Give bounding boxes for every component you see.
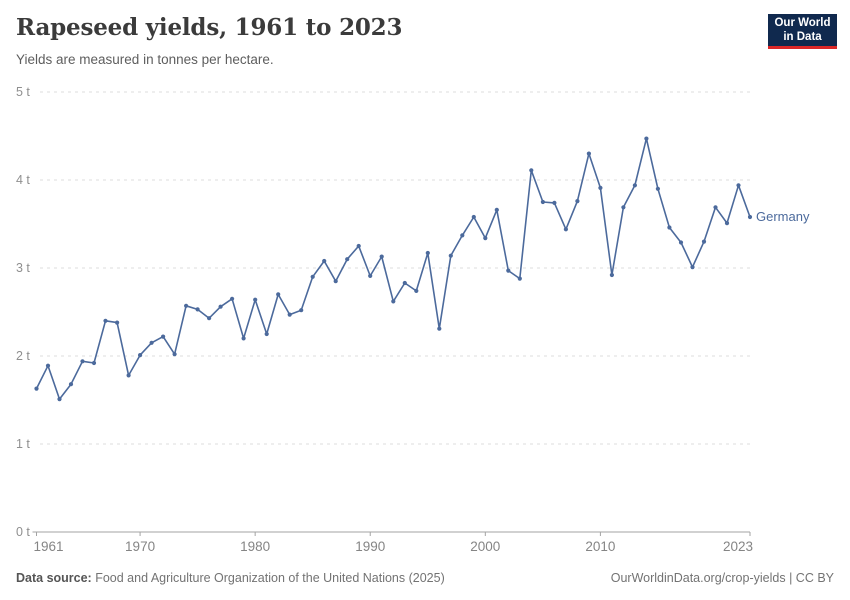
x-tick-label: 1970 (125, 539, 155, 554)
data-point (609, 272, 615, 278)
data-point (552, 200, 557, 205)
data-source-note: Data source: Food and Agriculture Organi… (16, 571, 445, 585)
data-point (517, 276, 522, 281)
data-point (57, 397, 62, 402)
data-source-value: Food and Agriculture Organization of the… (95, 571, 445, 585)
series-line-germany (35, 137, 751, 400)
y-tick-label: 4 t (16, 173, 30, 187)
chart-title: Rapeseed yields, 1961 to 2023 (16, 14, 403, 41)
data-point (68, 382, 74, 387)
owid-url-link[interactable]: OurWorldinData.org/crop-yields (610, 571, 786, 585)
data-point (563, 227, 569, 232)
data-point (437, 326, 442, 331)
x-tick-label: 1961 (34, 539, 64, 554)
data-point (391, 299, 396, 304)
footer-right: OurWorldinData.org/crop-yields | CC BY (611, 571, 834, 585)
data-point (115, 320, 120, 325)
data-point (483, 236, 488, 241)
data-point (598, 185, 603, 190)
data-point (207, 316, 212, 321)
owid-logo-line1: Our World (774, 17, 831, 29)
data-source-label: Data source: (16, 571, 92, 585)
data-point (45, 363, 51, 368)
data-point (379, 254, 384, 259)
x-tick-label: 2023 (723, 539, 753, 554)
data-point (494, 207, 499, 212)
data-point (368, 273, 373, 278)
y-tick-label: 2 t (16, 349, 30, 363)
data-point (747, 214, 753, 220)
owid-logo[interactable]: Our World in Data (768, 14, 837, 49)
data-point (701, 239, 707, 244)
data-point (678, 240, 684, 245)
data-point (529, 168, 534, 173)
data-point (402, 280, 407, 286)
data-point (356, 243, 361, 249)
data-point (345, 257, 350, 262)
data-point (575, 199, 580, 204)
data-point (333, 279, 338, 284)
data-point (586, 151, 592, 156)
data-point (91, 360, 97, 366)
data-point (655, 186, 661, 191)
data-point (184, 303, 189, 308)
data-point (138, 353, 143, 358)
data-point (195, 307, 200, 312)
data-point (322, 258, 327, 264)
data-point (149, 340, 154, 345)
y-tick-label: 1 t (16, 437, 30, 451)
data-point (253, 297, 258, 302)
chart-subtitle: Yields are measured in tonnes per hectar… (16, 52, 274, 67)
footer-separator: | (785, 571, 796, 585)
data-point (448, 253, 453, 258)
data-point (310, 274, 315, 279)
data-point (471, 214, 476, 220)
data-point (172, 352, 177, 357)
data-point (736, 183, 741, 188)
y-tick-label: 0 t (16, 525, 30, 539)
data-point (460, 233, 465, 238)
y-tick-label: 5 t (16, 85, 30, 99)
data-point (414, 288, 419, 293)
y-tick-label: 3 t (16, 261, 30, 275)
data-point (218, 304, 223, 309)
data-point (299, 308, 304, 313)
data-point (713, 205, 718, 210)
x-tick-label: 1990 (355, 539, 385, 554)
data-point (34, 386, 39, 391)
data-point (690, 265, 695, 270)
data-point (103, 318, 108, 323)
license-label: CC BY (795, 571, 834, 585)
data-point (126, 373, 131, 378)
x-tick-label: 1980 (240, 539, 270, 554)
data-point (264, 331, 269, 337)
data-point (621, 205, 626, 210)
data-point (632, 183, 638, 188)
data-point (506, 268, 511, 273)
chart-footer: Data source: Food and Agriculture Organi… (16, 571, 834, 585)
x-tick-label: 2000 (470, 539, 500, 554)
data-point (276, 292, 281, 297)
data-point (161, 334, 166, 339)
data-point (241, 336, 246, 341)
data-point (230, 296, 235, 301)
x-tick-label: 2010 (585, 539, 615, 554)
owid-logo-line2: in Data (783, 31, 822, 43)
data-point (287, 312, 292, 317)
data-point (80, 359, 85, 364)
data-point (425, 250, 430, 256)
data-point (644, 136, 649, 141)
line-chart: 0 t 1 t 2 t 3 t 4 t 5 t 1961 1970 1980 1990 2000 20… (16, 85, 810, 554)
data-point (540, 199, 546, 205)
data-point (667, 225, 672, 230)
series-end-label: Germany (756, 209, 810, 224)
data-point (724, 221, 730, 226)
